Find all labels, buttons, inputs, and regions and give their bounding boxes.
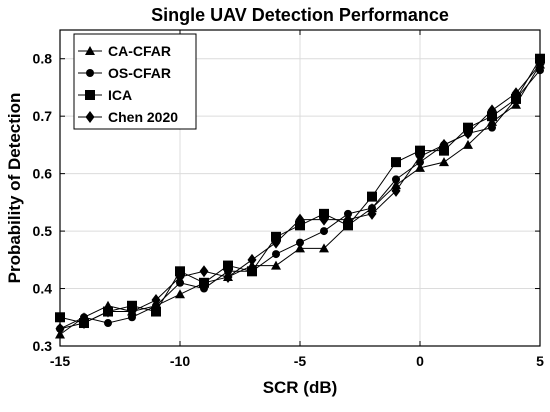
data-point xyxy=(487,116,497,126)
y-tick-label: 0.4 xyxy=(33,281,53,297)
y-tick-label: 0.6 xyxy=(33,166,53,182)
legend-label: Chen 2020 xyxy=(108,109,178,125)
y-tick-label: 0.8 xyxy=(33,51,53,67)
legend-marker xyxy=(85,111,95,123)
series-chen-2020 xyxy=(55,58,545,335)
data-point xyxy=(487,104,497,117)
y-tick-label: 0.5 xyxy=(33,223,53,239)
data-point xyxy=(488,123,496,132)
data-point xyxy=(367,207,377,220)
legend-label: OS-CFAR xyxy=(108,65,171,81)
data-point xyxy=(79,317,89,330)
data-point xyxy=(247,253,257,266)
legend-item: CA-CFAR xyxy=(78,43,171,59)
data-point xyxy=(271,236,281,249)
x-axis-label: SCR (dB) xyxy=(263,378,338,397)
legend-box xyxy=(73,33,197,130)
data-point xyxy=(367,191,377,202)
x-tick-label: 0 xyxy=(416,353,424,369)
axis-ticks: -15 -10 -5 0 5 0.3 0.4 0.5 0.6 0.7 0.8 xyxy=(33,30,544,369)
data-point xyxy=(151,306,161,317)
data-point xyxy=(127,305,137,318)
legend: CA-CFAR OS-CFAR ICA Chen 2020 xyxy=(73,33,197,130)
legend-item: OS-CFAR xyxy=(78,65,171,81)
data-point xyxy=(391,184,401,197)
data-point xyxy=(439,157,449,167)
data-point xyxy=(415,162,425,172)
legend-item: Chen 2020 xyxy=(78,109,178,125)
legend-marker xyxy=(86,69,94,77)
data-point xyxy=(103,305,113,318)
data-point xyxy=(223,271,233,284)
y-axis-label: Probability of Detection xyxy=(5,93,24,284)
data-point xyxy=(392,175,400,184)
data-point xyxy=(463,139,473,149)
chart-title: Single UAV Detection Performance xyxy=(151,5,449,25)
data-point xyxy=(295,213,305,226)
data-point xyxy=(175,289,185,299)
data-point xyxy=(223,260,233,271)
data-point xyxy=(319,243,329,253)
data-point xyxy=(415,150,425,163)
data-point xyxy=(104,319,112,328)
legend-marker xyxy=(85,46,95,55)
data-point xyxy=(295,243,305,253)
data-point xyxy=(271,260,281,270)
legend-item: ICA xyxy=(78,87,132,103)
data-point xyxy=(511,87,521,100)
x-tick-label: -5 xyxy=(294,353,307,369)
data-point xyxy=(247,266,257,277)
data-point xyxy=(439,138,449,151)
data-point xyxy=(296,238,304,247)
data-point xyxy=(319,213,329,226)
data-point xyxy=(151,294,161,307)
data-point xyxy=(320,227,328,236)
data-point xyxy=(391,157,401,168)
data-point xyxy=(511,99,521,109)
x-tick-label: -10 xyxy=(170,353,190,369)
data-point xyxy=(343,213,353,226)
legend-label: CA-CFAR xyxy=(108,43,171,59)
x-tick-label: 5 xyxy=(536,353,544,369)
data-point xyxy=(463,127,473,140)
data-point xyxy=(199,277,209,288)
data-point xyxy=(199,265,209,278)
legend-label: ICA xyxy=(108,87,132,103)
y-tick-label: 0.3 xyxy=(33,338,53,354)
data-point xyxy=(175,271,185,284)
x-tick-label: -15 xyxy=(50,353,70,369)
legend-marker xyxy=(85,90,95,100)
data-point xyxy=(272,250,280,259)
y-tick-label: 0.7 xyxy=(33,108,53,124)
